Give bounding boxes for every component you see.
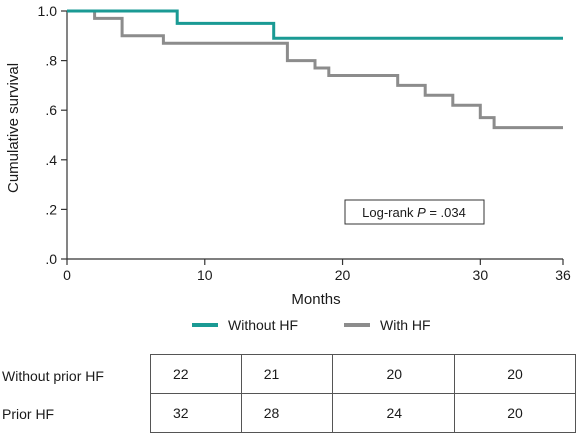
annotation-suffix: = .034 xyxy=(426,205,466,220)
annotation-p: P xyxy=(417,205,426,220)
chart-series xyxy=(67,9,563,130)
chart-axes: 0 10 20 30 36 .0 .2 .4 .6 .8 1.0 xyxy=(38,3,571,283)
chart-legend: Without HF With HF xyxy=(192,312,492,338)
series-line-with-hf xyxy=(67,9,563,130)
risk-row-label: Prior HF xyxy=(2,406,55,422)
legend-swatch-with-hf xyxy=(344,323,371,327)
annotation-prefix: Log-rank xyxy=(362,205,417,220)
risk-row-label: Without prior HF xyxy=(2,368,104,384)
table-cell: 32 xyxy=(150,393,242,433)
x-tick-label: 0 xyxy=(63,267,71,283)
y-tick-label: .8 xyxy=(45,53,57,69)
legend-swatch-without-hf xyxy=(192,323,218,327)
legend-item-without-hf: Without HF xyxy=(192,317,298,333)
legend-item-with-hf: With HF xyxy=(344,317,431,333)
axis-lines xyxy=(66,11,563,260)
y-tick-label: .4 xyxy=(45,152,57,168)
x-tick-label: 36 xyxy=(555,267,571,283)
y-tick-label: .2 xyxy=(45,201,57,217)
table-cell: 28 xyxy=(240,393,333,433)
survival-chart: 0 10 20 30 36 .0 .2 .4 .6 .8 1.0 Log-rank P = .034… xyxy=(5,3,571,308)
y-tick-label: .6 xyxy=(45,102,57,118)
table-row: 32 28 24 20 xyxy=(150,393,576,433)
x-tick-label: 10 xyxy=(197,267,213,283)
table-cell: 21 xyxy=(240,354,333,394)
log-rank-annotation: Log-rank P = .034 xyxy=(344,199,485,225)
table-cell: 22 xyxy=(150,354,242,394)
y-tick-label: 1.0 xyxy=(38,3,58,19)
table-row: 22 21 20 20 xyxy=(150,354,576,394)
table-cell: 20 xyxy=(454,354,576,394)
y-tick-label: .0 xyxy=(45,251,57,267)
x-axis-title: Months xyxy=(291,291,340,308)
table-cell: 20 xyxy=(331,354,456,394)
y-axis-title: Cumulative survival xyxy=(5,63,22,193)
table-cell: 24 xyxy=(331,393,456,433)
risk-table: 22 21 20 20 32 28 24 20 xyxy=(150,354,576,433)
x-tick-label: 30 xyxy=(473,267,489,283)
legend-label-without-hf: Without HF xyxy=(228,317,299,333)
x-tick-label: 20 xyxy=(335,267,351,283)
legend-label-with-hf: With HF xyxy=(380,317,431,333)
series-line-without-hf xyxy=(67,9,563,40)
svg-text:Log-rank P = .034: Log-rank P = .034 xyxy=(362,205,466,220)
table-cell: 20 xyxy=(454,393,576,433)
